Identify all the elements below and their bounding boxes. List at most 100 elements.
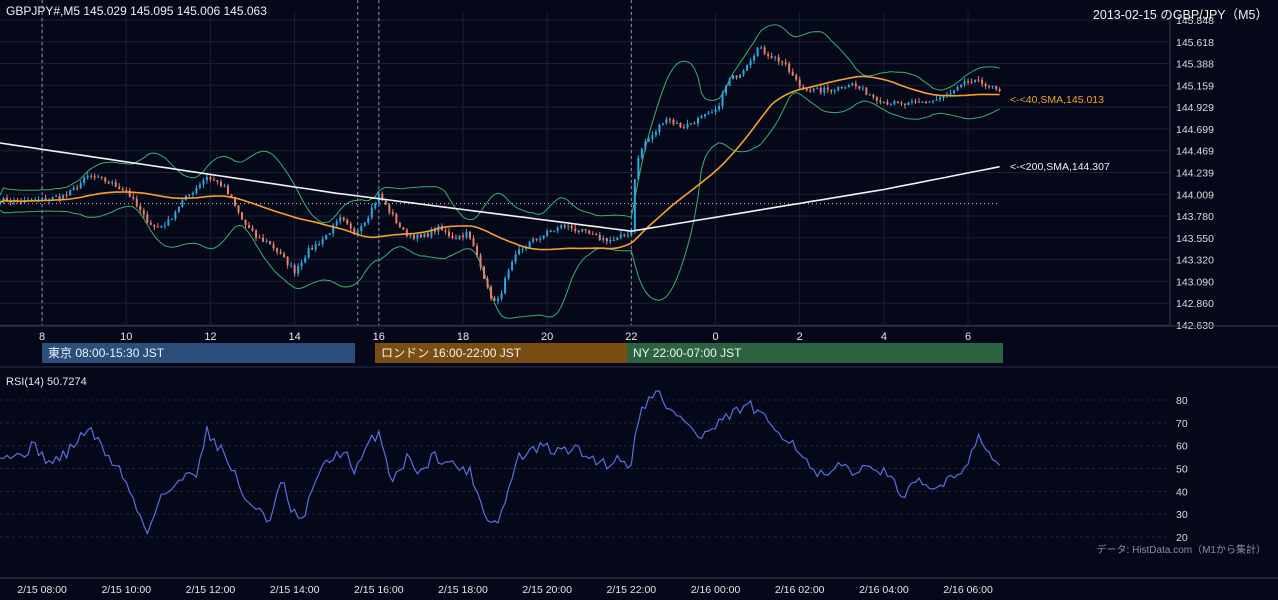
candle-down [104,177,107,182]
hour-tick-label: 2 [797,331,803,343]
candle-up [696,118,699,124]
candle-up [756,47,759,56]
candle-up [953,90,956,94]
candle-down [219,181,222,187]
candle-down [349,223,352,229]
candle-up [202,180,205,185]
price-tick-label: 145.159 [1176,80,1214,92]
bollinger-upper [0,24,1000,224]
candle-down [791,71,794,76]
candle-down [854,83,857,87]
price-tick-label: 142.860 [1176,298,1214,310]
candle-up [626,234,629,236]
candle-down [570,225,573,229]
candle-down [262,237,265,242]
candle-down [121,189,124,191]
candle-down [311,248,314,250]
hour-tick-label: 20 [541,331,553,343]
candle-up [718,106,721,110]
candle-down [248,225,251,229]
date-tick-label: 2/16 00:00 [691,584,741,596]
date-tick-label: 2/16 02:00 [775,584,825,596]
candle-up [633,179,636,232]
candle-up [760,47,763,49]
candle-down [451,235,454,239]
candle-up [83,177,86,184]
candle-down [388,204,391,213]
candle-up [430,229,433,237]
hour-tick-label: 10 [120,331,132,343]
candle-down [402,227,405,230]
candle-down [598,234,601,240]
candle-up [339,217,342,222]
candle-up [974,79,977,82]
candle-up [732,75,735,80]
price-axis: 142.630142.860143.090143.320143.550143.7… [0,12,1278,332]
rsi-axis: 20 30 40 50 60 70 80 [1176,395,1188,544]
price-tick-label: 143.780 [1176,211,1214,223]
candle-up [739,74,742,78]
candle-down [549,230,552,232]
candle-up [921,101,924,103]
candle-down [977,79,980,81]
candle-up [332,225,335,234]
candle-up [833,90,836,92]
bollinger-bands [0,24,1000,319]
candle-down [118,186,121,190]
candle-up [307,248,310,258]
candle-down [444,230,447,232]
candle-down [605,237,608,242]
candle-down [76,187,79,189]
candle-up [191,192,194,195]
candle-down [535,238,538,240]
candle-up [304,257,307,263]
candle-down [865,87,868,95]
candle-up [728,79,731,86]
candle-up [177,206,180,212]
hour-tick-label: 12 [204,331,216,343]
candle-down [234,197,237,206]
candle-down [212,179,215,181]
candle-down [840,86,843,89]
candle-down [483,266,486,279]
candle-down [472,238,475,247]
candle-down [241,212,244,220]
candle-up [195,187,198,193]
price-tick-label: 144.699 [1176,124,1214,136]
rsi-tick-label: 50 [1176,464,1188,476]
candle-up [321,239,324,244]
candle-down [342,217,345,220]
candle-down [875,97,878,101]
candle-up [507,270,510,279]
sma200-line [0,142,1000,233]
candle-down [595,233,598,235]
candle-up [956,86,959,91]
candle-up [661,123,664,125]
candle-up [500,293,503,299]
candle-down [125,189,128,191]
candle-up [79,183,82,189]
candle-up [511,261,514,271]
candle-up [367,217,370,223]
candle-up [174,211,177,219]
candle-down [805,87,808,91]
candle-down [272,244,275,249]
hour-tick-label: 4 [881,331,887,343]
date-tick-label: 2/15 16:00 [354,584,404,596]
candle-down [735,75,738,78]
candle-down [395,214,398,223]
candle-down [398,222,401,228]
symbol-ohlc-readout: GBPJPY#,M5 145.029 145.095 145.006 145.0… [6,4,267,18]
candle-down [346,219,349,224]
candle-down [903,103,906,105]
date-tick-label: 2/16 04:00 [859,584,909,596]
candle-down [135,198,138,207]
candle-up [844,87,847,89]
candle-up [654,131,657,135]
candle-down [469,231,472,239]
hour-tick-label: 18 [457,331,469,343]
candle-down [900,102,903,104]
candle-up [960,84,963,87]
session-ny-band: NY 22:00-07:00 JST [627,343,1003,363]
price-tick-label: 144.469 [1176,146,1214,158]
